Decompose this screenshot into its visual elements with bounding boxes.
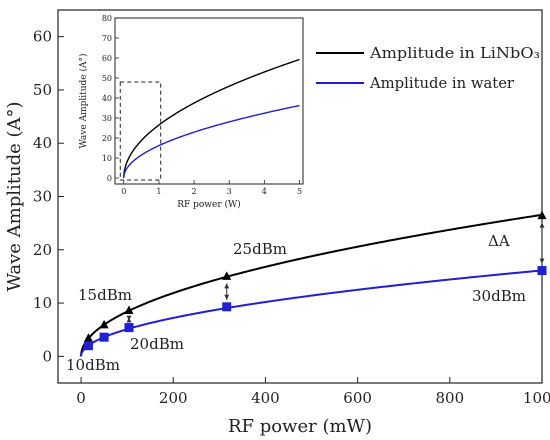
inset-series-group xyxy=(123,58,300,178)
inset-plot-frame xyxy=(114,17,304,185)
main-point-square xyxy=(124,323,134,333)
main-y-tick-label: 0 xyxy=(42,347,52,365)
annotation-label: 20dBm xyxy=(130,335,184,353)
inset-y-axis-title: Wave Amplitude (A°) xyxy=(78,53,89,148)
main-point-square xyxy=(83,341,93,351)
main-series-group xyxy=(80,210,547,357)
main-y-axis-title: Wave Amplitude (A°) xyxy=(4,101,25,291)
delta-arrow-head-up xyxy=(539,222,545,228)
main-chart: 020040060080010000102030405060 10dBm15dB… xyxy=(4,9,550,437)
main-y-tick-label: 10 xyxy=(33,294,52,312)
main-series-line-0 xyxy=(80,213,543,357)
inset-highlight-box xyxy=(119,81,162,181)
inset-x-tick-label: 0 xyxy=(121,187,126,196)
main-y-tick-label: 60 xyxy=(33,28,52,46)
main-annotations: 10dBm 15dBm 20dBm 25dBm 30dBm ΔA xyxy=(66,222,545,374)
main-x-tick-label: 600 xyxy=(343,389,372,407)
annotation-label: ΔA xyxy=(488,232,510,250)
main-point-triangle xyxy=(537,210,547,220)
main-y-tick-label: 40 xyxy=(33,134,52,152)
main-x-tick-label: 0 xyxy=(76,389,86,407)
delta-arrow-head-down xyxy=(224,294,230,300)
main-x-tick-label: 400 xyxy=(251,389,280,407)
inset-y-tick-label: 60 xyxy=(102,54,112,63)
inset-y-tick-label: 70 xyxy=(102,34,112,43)
annotation-label: 25dBm xyxy=(233,240,287,258)
legend: Amplitude in LiNbO₃ Amplitude in water xyxy=(316,44,540,92)
main-point-triangle xyxy=(99,319,109,329)
inset-x-tick-label: 5 xyxy=(297,187,302,196)
delta-arrow-head-down xyxy=(539,258,545,264)
inset-y-tick-label: 10 xyxy=(102,154,112,163)
annotation-label: 30dBm xyxy=(472,287,526,305)
main-point-triangle xyxy=(124,305,134,315)
main-point-square xyxy=(222,302,232,312)
main-axis-ticks: 020040060080010000102030405060 xyxy=(33,28,550,407)
inset-y-tick-label: 0 xyxy=(107,174,112,183)
inset-y-tick-label: 30 xyxy=(102,114,112,123)
inset-x-tick-label: 4 xyxy=(262,187,267,196)
main-point-square xyxy=(99,332,109,342)
main-series-line-1 xyxy=(80,269,543,357)
inset-x-tick-label: 3 xyxy=(227,187,232,196)
inset-series-line-0 xyxy=(123,58,300,178)
inset-y-tick-label: 50 xyxy=(102,74,112,83)
inset-y-tick-label: 40 xyxy=(102,94,112,103)
inset-series-line-1 xyxy=(123,104,300,178)
main-y-tick-label: 50 xyxy=(33,81,52,99)
main-x-axis-title: RF power (mW) xyxy=(228,416,372,437)
main-y-tick-label: 20 xyxy=(33,241,52,259)
main-point-triangle xyxy=(222,271,232,280)
annotation-label: 15dBm xyxy=(78,286,132,304)
legend-label-0: Amplitude in LiNbO₃ xyxy=(369,44,540,62)
annotation-label: 10dBm xyxy=(66,356,120,374)
delta-arrow-head-down xyxy=(126,315,132,321)
main-x-tick-label: 800 xyxy=(435,389,464,407)
inset-x-tick-label: 2 xyxy=(192,187,197,196)
inset-x-tick-label: 1 xyxy=(156,187,161,196)
main-point-square xyxy=(537,266,547,276)
delta-arrow-head-up xyxy=(224,283,230,289)
inset-y-tick-label: 20 xyxy=(102,134,112,143)
inset-x-axis-title: RF power (W) xyxy=(177,199,241,210)
main-y-tick-label: 30 xyxy=(33,188,52,206)
main-point-triangle xyxy=(83,333,93,342)
main-x-tick-label: 200 xyxy=(159,389,188,407)
inset-y-tick-label: 80 xyxy=(102,14,112,23)
legend-label-1: Amplitude in water xyxy=(369,74,515,92)
